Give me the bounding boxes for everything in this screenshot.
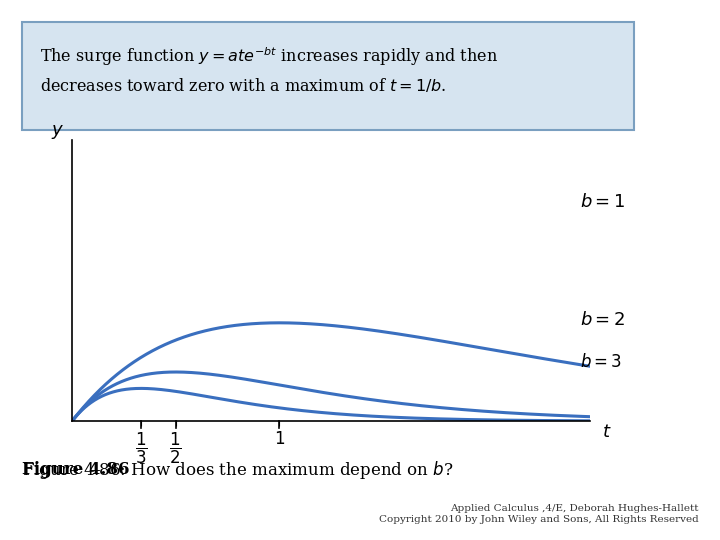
Text: Figure 4.86: How does the maximum depend on $b$?: Figure 4.86: How does the maximum depend… bbox=[22, 459, 454, 481]
Text: $b = 1$: $b = 1$ bbox=[580, 193, 625, 211]
Text: $b = 3$: $b = 3$ bbox=[580, 353, 622, 372]
Text: Applied Calculus ,4/E, Deborah Hughes-Hallett
Copyright 2010 by John Wiley and S: Applied Calculus ,4/E, Deborah Hughes-Ha… bbox=[379, 504, 698, 524]
Text: The surge function $y = ate^{-bt}$ increases rapidly and then
decreases toward z: The surge function $y = ate^{-bt}$ incre… bbox=[40, 46, 498, 94]
Text: $t$: $t$ bbox=[602, 423, 612, 441]
Text: $y$: $y$ bbox=[51, 123, 64, 141]
Text: $b = 2$: $b = 2$ bbox=[580, 310, 625, 328]
Text: Figure 4.86: Figure 4.86 bbox=[22, 461, 129, 478]
FancyBboxPatch shape bbox=[22, 22, 634, 130]
